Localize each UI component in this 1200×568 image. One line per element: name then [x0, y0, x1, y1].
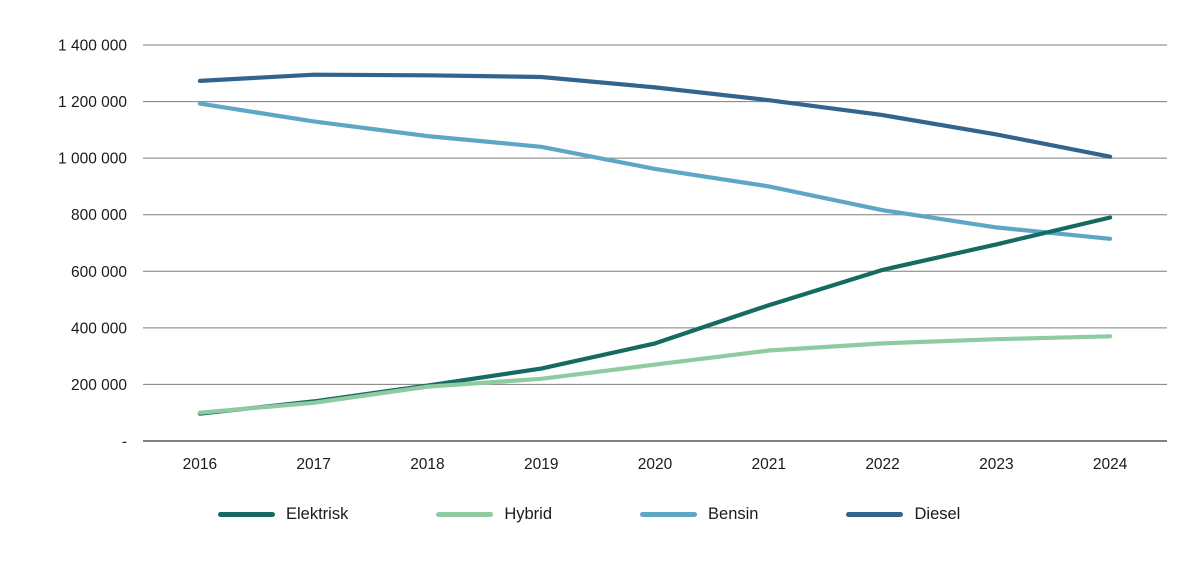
legend-swatch-bensin	[640, 511, 698, 517]
legend-label-hybrid: Hybrid	[504, 505, 553, 523]
x-axis-tick-label: 2023	[979, 456, 1013, 473]
x-axis-tick-label: 2021	[752, 456, 786, 473]
legend-swatch-elektrisk	[218, 511, 275, 517]
x-axis-tick-label: 2024	[1093, 456, 1128, 473]
series-line-diesel	[197, 72, 1113, 159]
chart-legend: Elektrisk Hybrid Bensin Diesel	[0, 506, 1200, 523]
legend-label-elektrisk: Elektrisk	[286, 505, 349, 523]
legend-item-elektrisk: Elektrisk	[218, 506, 348, 523]
legend-label-bensin: Bensin	[708, 505, 759, 523]
y-axis-tick-label: 1 200 000	[58, 94, 127, 111]
y-axis-tick-label: 800 000	[71, 207, 127, 224]
x-axis-tick-label: 2019	[524, 456, 558, 473]
x-axis-tick-label: 2016	[183, 456, 217, 473]
y-axis-tick-label: 200 000	[71, 377, 127, 394]
x-axis-tick-label: 2017	[296, 456, 330, 473]
y-axis-tick-label: 600 000	[71, 264, 127, 281]
series-line-bensin	[197, 101, 1113, 241]
x-axis-tick-label: 2022	[865, 456, 899, 473]
legend-item-diesel: Diesel	[846, 506, 960, 523]
legend-swatch-diesel	[846, 511, 904, 517]
x-axis-tick-label: 2018	[410, 456, 444, 473]
legend-item-bensin: Bensin	[640, 506, 758, 523]
chart-canvas: - 200 000 400 000 600 000 800 000 1 000 000 1 …	[58, 38, 1167, 473]
legend-label-diesel: Diesel	[914, 505, 961, 523]
series-line-hybrid	[197, 334, 1113, 415]
y-axis-tick-label: 1 400 000	[58, 38, 127, 55]
x-axis-tick-label: 2020	[638, 456, 673, 473]
y-axis-tick-label: 1 000 000	[58, 151, 127, 168]
legend-item-hybrid: Hybrid	[436, 506, 552, 523]
y-axis-tick-label: 400 000	[71, 320, 127, 337]
y-axis-tick-label: -	[122, 434, 127, 451]
legend-swatch-hybrid	[436, 511, 494, 517]
